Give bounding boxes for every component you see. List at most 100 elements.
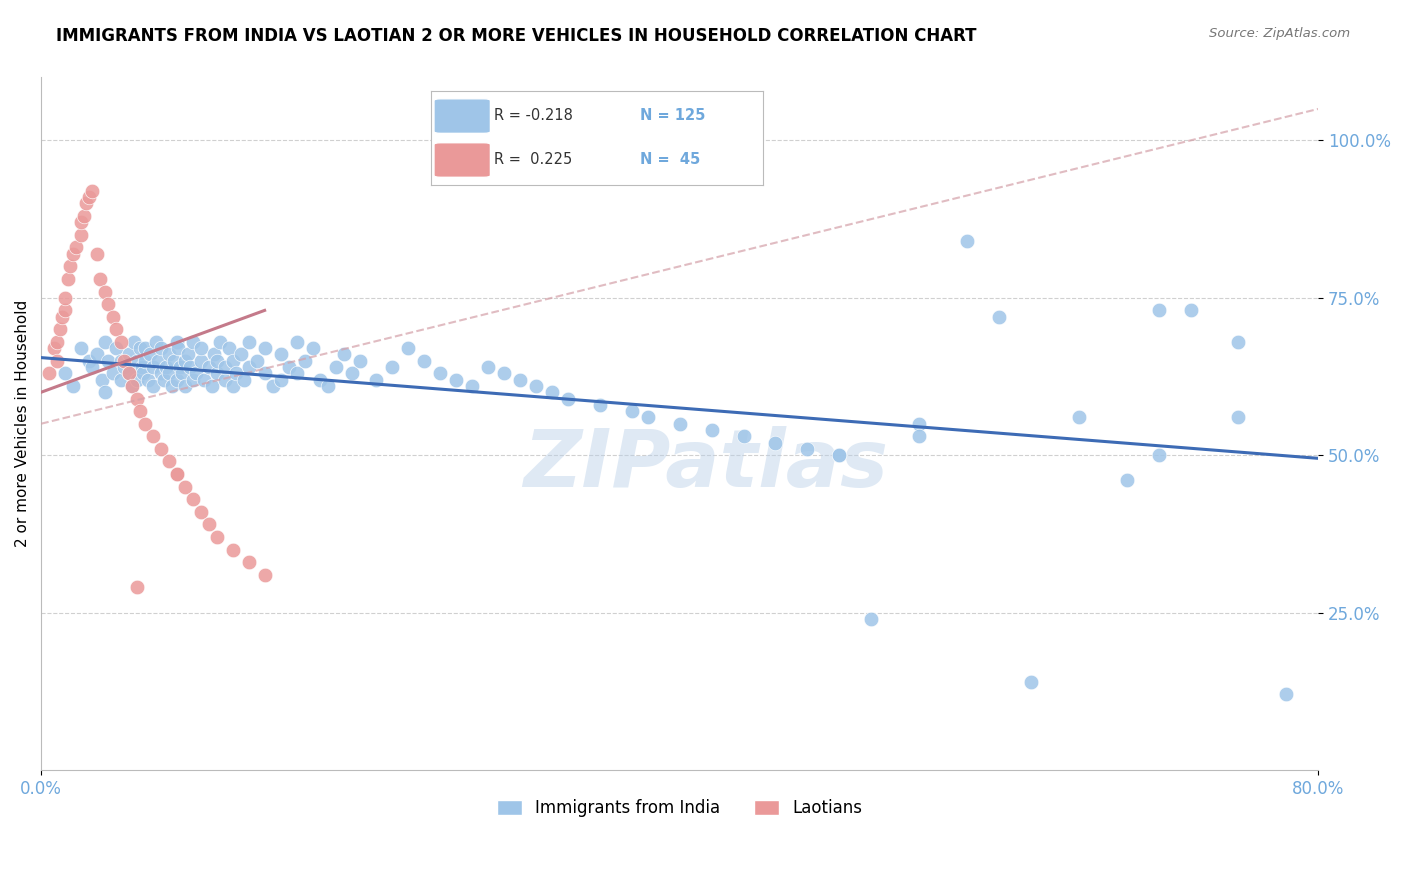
Point <box>589 398 612 412</box>
Point <box>89 272 111 286</box>
Point <box>62 246 84 260</box>
Point <box>134 341 156 355</box>
Point <box>132 367 155 381</box>
Point <box>294 353 316 368</box>
Point <box>145 334 167 349</box>
Point <box>1147 448 1170 462</box>
Point <box>202 347 225 361</box>
Point <box>146 353 169 368</box>
Point <box>149 442 172 456</box>
Point <box>82 359 104 374</box>
Point <box>988 310 1011 324</box>
Point <box>637 410 659 425</box>
Point <box>444 373 467 387</box>
Point <box>956 234 979 248</box>
Point <box>318 379 340 393</box>
Point <box>1067 410 1090 425</box>
Point <box>90 373 112 387</box>
Point <box>77 353 100 368</box>
Point <box>342 367 364 381</box>
Point <box>97 297 120 311</box>
Point <box>42 341 65 355</box>
Point <box>246 353 269 368</box>
Point <box>253 367 276 381</box>
Text: Source: ZipAtlas.com: Source: ZipAtlas.com <box>1209 27 1350 40</box>
Point <box>94 385 117 400</box>
Point <box>94 334 117 349</box>
Point <box>142 429 165 443</box>
Point <box>70 227 93 242</box>
Point <box>166 467 188 481</box>
Point <box>908 429 931 443</box>
Point <box>125 353 148 368</box>
Point <box>38 367 60 381</box>
Point <box>122 334 145 349</box>
Point <box>160 379 183 393</box>
Point <box>70 215 93 229</box>
Point <box>208 334 231 349</box>
Point <box>225 367 247 381</box>
Point <box>169 359 191 374</box>
Text: ZIPatlas: ZIPatlas <box>523 426 887 504</box>
Point <box>142 359 165 374</box>
Point <box>125 392 148 406</box>
Point <box>110 353 132 368</box>
Point <box>86 347 108 361</box>
Point <box>86 246 108 260</box>
Point <box>828 448 851 462</box>
Text: IMMIGRANTS FROM INDIA VS LAOTIAN 2 OR MORE VEHICLES IN HOUSEHOLD CORRELATION CHA: IMMIGRANTS FROM INDIA VS LAOTIAN 2 OR MO… <box>56 27 977 45</box>
Point <box>82 184 104 198</box>
Point <box>190 353 212 368</box>
Point <box>860 612 883 626</box>
Point <box>121 379 143 393</box>
Point <box>110 334 132 349</box>
Point <box>253 341 276 355</box>
Point <box>277 359 299 374</box>
Point <box>197 359 219 374</box>
Point <box>765 435 787 450</box>
Point <box>270 347 292 361</box>
Point <box>524 379 547 393</box>
Point <box>262 379 284 393</box>
Point <box>221 542 243 557</box>
Point <box>270 373 292 387</box>
Point <box>136 373 159 387</box>
Point <box>214 373 236 387</box>
Point <box>105 341 128 355</box>
Point <box>110 373 132 387</box>
Point <box>396 341 419 355</box>
Point <box>75 196 97 211</box>
Point <box>221 379 243 393</box>
Point <box>429 367 451 381</box>
Point <box>157 454 180 468</box>
Point <box>112 353 135 368</box>
Point <box>232 373 254 387</box>
Point <box>181 334 204 349</box>
Point <box>53 291 76 305</box>
Point <box>238 555 260 569</box>
Point <box>97 353 120 368</box>
Point <box>173 379 195 393</box>
Point <box>46 334 69 349</box>
Point <box>125 581 148 595</box>
Point <box>149 341 172 355</box>
Point <box>49 322 72 336</box>
Point <box>51 310 73 324</box>
Point <box>181 373 204 387</box>
Point <box>181 492 204 507</box>
Point <box>908 417 931 431</box>
Point <box>149 367 172 381</box>
Point <box>166 373 188 387</box>
Point <box>214 359 236 374</box>
Point <box>166 334 188 349</box>
Point <box>541 385 564 400</box>
Point <box>494 367 516 381</box>
Point <box>162 353 184 368</box>
Point <box>70 341 93 355</box>
Point <box>700 423 723 437</box>
Point <box>477 359 499 374</box>
Point <box>134 353 156 368</box>
Point <box>58 272 80 286</box>
Point <box>349 353 371 368</box>
Point <box>59 260 82 274</box>
